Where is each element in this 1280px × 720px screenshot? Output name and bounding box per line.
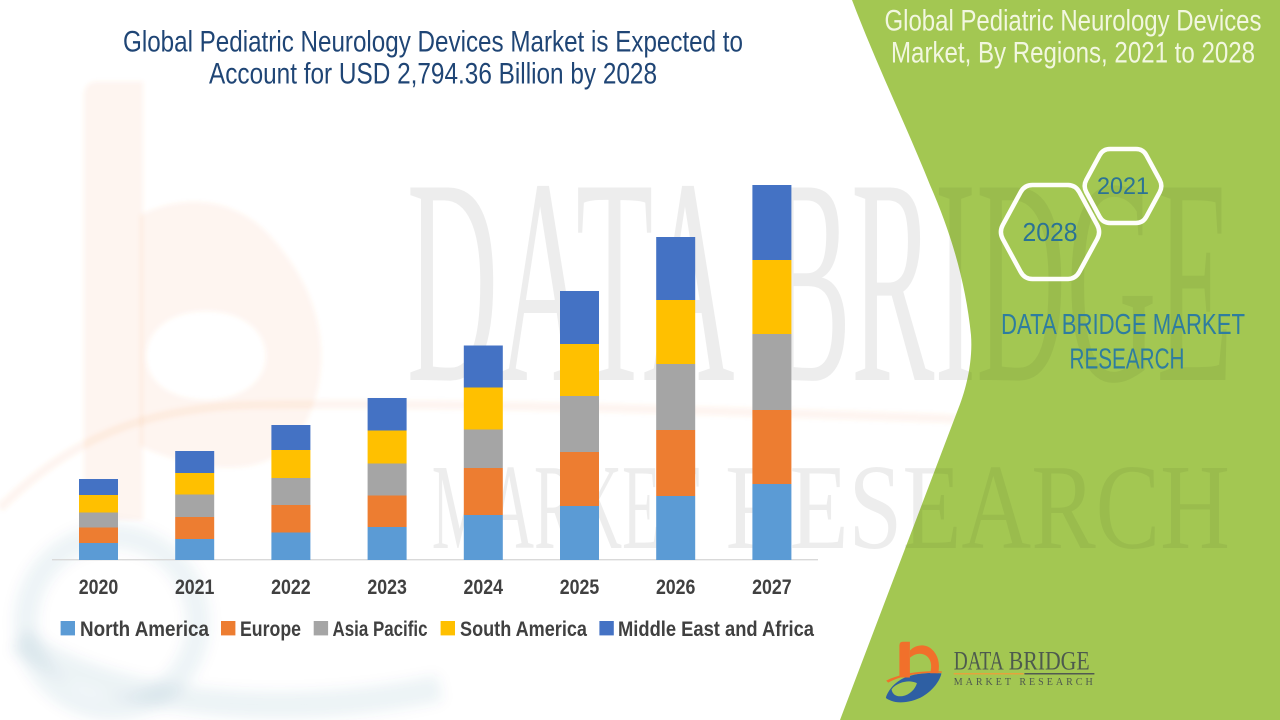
svg-text:2021: 2021 (175, 575, 215, 599)
svg-text:2027: 2027 (752, 575, 792, 599)
svg-text:South America: South America (460, 617, 588, 641)
svg-text:Global Pediatric Neurology Dev: Global Pediatric Neurology Devices Marke… (123, 26, 743, 59)
svg-text:2028: 2028 (1023, 219, 1078, 247)
svg-text:Asia Pacific: Asia Pacific (333, 617, 428, 641)
svg-text:2026: 2026 (656, 575, 696, 599)
svg-text:Middle East and Africa: Middle East and Africa (618, 617, 815, 641)
svg-text:2023: 2023 (367, 575, 407, 599)
svg-text:Account for USD 2,794.36 Billi: Account for USD 2,794.36 Billion by 2028 (209, 58, 657, 91)
svg-text:2022: 2022 (271, 575, 311, 599)
svg-text:Global Pediatric Neurology Dev: Global Pediatric Neurology Devices (885, 4, 1262, 37)
svg-text:Europe: Europe (240, 617, 301, 641)
svg-text:2020: 2020 (79, 575, 119, 599)
svg-text:RESEARCH: RESEARCH (1070, 344, 1185, 376)
svg-text:DATA: DATA (954, 646, 1004, 676)
svg-text:Market, By Regions, 2021 to 20: Market, By Regions, 2021 to 2028 (891, 37, 1255, 70)
svg-text:MARKET RESEARCH: MARKET RESEARCH (954, 677, 1093, 688)
svg-text:2021: 2021 (1097, 173, 1149, 200)
svg-text:2024: 2024 (464, 575, 504, 599)
svg-text:DATA BRIDGE MARKET: DATA BRIDGE MARKET (1001, 309, 1245, 341)
svg-text:BRIDGE: BRIDGE (1009, 646, 1090, 676)
svg-text:2025: 2025 (560, 575, 600, 599)
svg-text:North America: North America (80, 617, 210, 641)
